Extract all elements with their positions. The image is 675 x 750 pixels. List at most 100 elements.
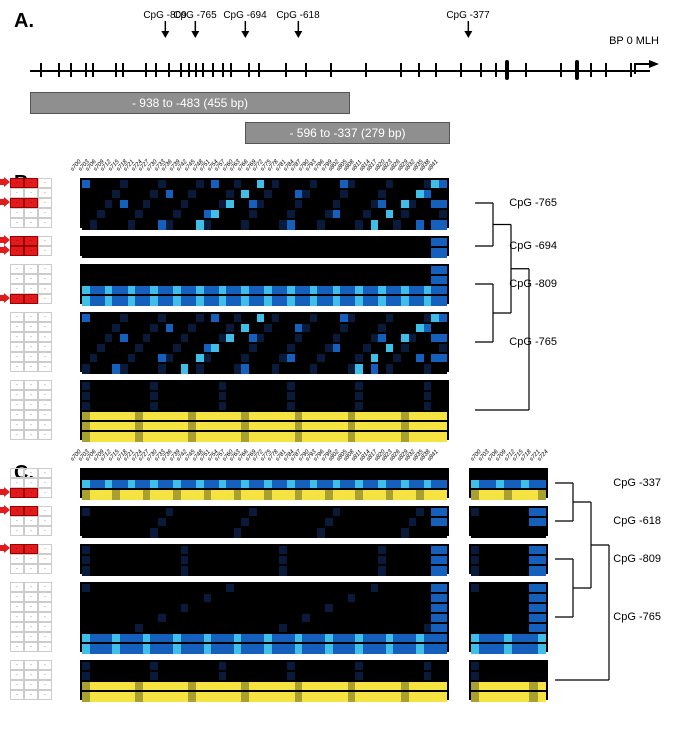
heatmap-cell xyxy=(166,644,174,654)
heatmap-cell xyxy=(219,644,227,654)
heatmap-row: ··· xyxy=(10,612,665,622)
row-marker: · xyxy=(10,544,24,554)
heatmap-cell xyxy=(204,364,212,374)
heatmap-row: ··· xyxy=(10,642,665,652)
heatmap-cell xyxy=(219,432,227,442)
heatmap-cells-side xyxy=(469,564,549,574)
heatmap-cell xyxy=(188,364,196,374)
heatmap-cells-main xyxy=(80,400,449,410)
row-header: ··· xyxy=(10,294,60,304)
heatmap-row: ··· xyxy=(10,362,665,372)
axis-tick xyxy=(212,63,214,77)
heatmap-cell xyxy=(487,566,495,576)
row-header: ··· xyxy=(10,592,60,602)
heatmap-cell xyxy=(363,566,371,576)
heatmap-group: ··············· xyxy=(10,178,665,228)
heatmap-cell xyxy=(409,432,417,442)
heatmap-cell xyxy=(363,528,371,538)
heatmap-cell xyxy=(158,528,166,538)
heatmap-cell xyxy=(348,566,356,576)
row-marker: · xyxy=(38,352,52,362)
heatmap-cell xyxy=(219,248,227,258)
heatmap-cell xyxy=(188,220,196,230)
heatmap-cell xyxy=(219,528,227,538)
heatmap-cell xyxy=(135,248,143,258)
row-marker: · xyxy=(38,188,52,198)
row-marker: · xyxy=(24,342,38,352)
heatmap-cell xyxy=(135,692,143,702)
heatmap-cell xyxy=(143,692,151,702)
row-marker: · xyxy=(24,660,38,670)
row-marker: · xyxy=(24,390,38,400)
heatmap-cell xyxy=(211,566,219,576)
heatmap-cell xyxy=(181,220,189,230)
heatmap-cell xyxy=(487,528,495,538)
row-marker: · xyxy=(38,312,52,322)
heatmap-cell xyxy=(416,220,424,230)
heatmap-cell xyxy=(219,364,227,374)
heatmap-cell xyxy=(302,364,310,374)
heatmap-cell xyxy=(97,566,105,576)
heatmap-cell xyxy=(264,692,272,702)
heatmap-cell xyxy=(538,566,546,576)
heatmap-cell xyxy=(371,220,379,230)
panel-c: C. s700s703s706s709s712s715s718s721s724s… xyxy=(10,468,665,700)
heatmap-cell xyxy=(538,490,546,500)
heatmap-cells-main xyxy=(80,516,449,526)
heatmap-cell xyxy=(529,692,537,702)
heatmap-cell xyxy=(158,248,166,258)
row-marker: · xyxy=(38,554,52,564)
heatmap-cell xyxy=(378,364,386,374)
heatmap-cells-main xyxy=(80,544,449,554)
heatmap-cell xyxy=(317,490,325,500)
heatmap-cell xyxy=(143,528,151,538)
heatmap-cell xyxy=(416,490,424,500)
heatmap-cell xyxy=(538,692,546,702)
heatmap-cell xyxy=(173,566,181,576)
heatmap-cells-main xyxy=(80,218,449,228)
heatmap-cell xyxy=(158,692,166,702)
heatmap-cell xyxy=(219,490,227,500)
heatmap-cells-main xyxy=(80,264,449,274)
heatmap-cell xyxy=(97,220,105,230)
heatmap-cell xyxy=(521,566,529,576)
heatmap-cell xyxy=(150,296,158,306)
heatmap-cell xyxy=(234,220,242,230)
row-header: ··· xyxy=(10,660,60,670)
heatmap-row: ··· xyxy=(10,410,665,420)
heatmap-cell xyxy=(409,220,417,230)
heatmap-cell xyxy=(97,490,105,500)
axis-tick xyxy=(155,63,157,77)
axis-tick xyxy=(195,63,197,77)
heatmap-cell xyxy=(97,644,105,654)
heatmap-cell xyxy=(287,566,295,576)
heatmap-cell xyxy=(386,296,394,306)
row-header: ··· xyxy=(10,246,60,256)
row-marker: · xyxy=(24,564,38,574)
heatmap-cells-main xyxy=(80,420,449,430)
heatmap-cell xyxy=(504,644,512,654)
heatmap-row: ··· xyxy=(10,284,665,294)
axis-tick xyxy=(330,63,332,77)
heatmap-cell xyxy=(386,220,394,230)
row-marker: · xyxy=(24,468,38,478)
heatmap-cell xyxy=(424,432,432,442)
heatmap-cell xyxy=(90,220,98,230)
heatmap-cells-side xyxy=(469,488,549,498)
heatmap-cell xyxy=(363,692,371,702)
row-marker: · xyxy=(38,236,52,246)
heatmap-cell xyxy=(333,432,341,442)
axis-tick xyxy=(460,63,462,77)
heatmap-cell xyxy=(416,644,424,654)
heatmap-cells-side xyxy=(469,670,549,680)
heatmap-cell xyxy=(340,248,348,258)
heatmap-cell xyxy=(241,220,249,230)
cpg-site-label: CpG -618 xyxy=(276,10,319,39)
heatmap-cell xyxy=(386,644,394,654)
heatmap-cell xyxy=(90,490,98,500)
row-marker: · xyxy=(38,544,52,554)
heatmap-cell xyxy=(317,296,325,306)
row-header: ··· xyxy=(10,622,60,632)
cpg-branch-label: CpG -765 xyxy=(613,611,661,623)
tss-arrow-icon xyxy=(633,60,659,76)
